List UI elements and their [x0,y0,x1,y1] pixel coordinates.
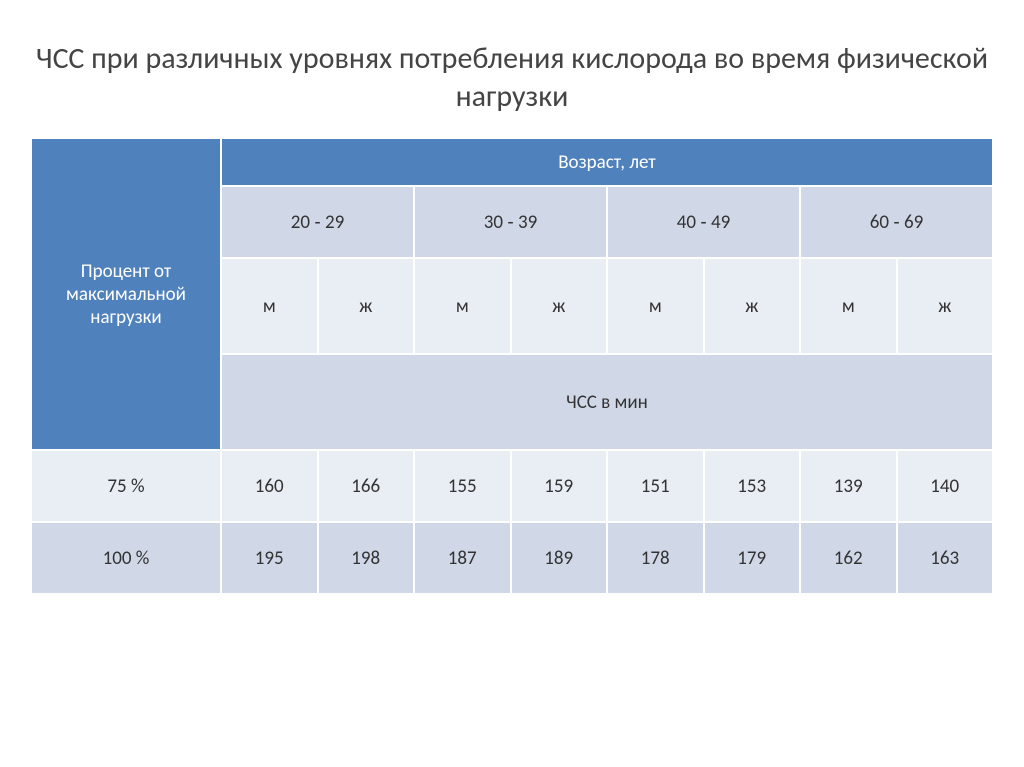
data-cell: 151 [607,450,704,522]
data-cell: 187 [414,522,511,594]
row-percent-label: 75 % [31,450,221,522]
data-row: 100 % 195 198 187 189 178 179 162 163 [31,522,993,594]
data-cell: 159 [511,450,608,522]
row-header-label: Процент от максимальной нагрузки [31,138,221,450]
gender-cell-f: ж [897,258,994,354]
data-cell: 155 [414,450,511,522]
gender-cell-f: ж [511,258,608,354]
data-cell: 153 [704,450,801,522]
data-cell: 178 [607,522,704,594]
data-cell: 195 [221,522,318,594]
data-cell: 198 [318,522,415,594]
age-group-cell: 30 ‑ 39 [414,186,607,258]
data-row: 75 % 160 166 155 159 151 153 139 140 [31,450,993,522]
unit-label: ЧСС в мин [221,354,993,450]
row-percent-label: 100 % [31,522,221,594]
data-cell: 163 [897,522,994,594]
data-cell: 166 [318,450,415,522]
gender-cell-f: ж [704,258,801,354]
data-cell: 162 [800,522,897,594]
age-group-cell: 60 ‑ 69 [800,186,993,258]
age-group-cell: 20 ‑ 29 [221,186,414,258]
data-cell: 179 [704,522,801,594]
gender-cell-f: ж [318,258,415,354]
col-group-label: Возраст, лет [221,138,993,186]
data-cell: 140 [897,450,994,522]
page-title: ЧСС при различных уровнях потребления ки… [30,40,994,115]
age-group-cell: 40 ‑ 49 [607,186,800,258]
data-cell: 139 [800,450,897,522]
data-cell: 189 [511,522,608,594]
gender-cell-m: м [800,258,897,354]
gender-cell-m: м [414,258,511,354]
gender-cell-m: м [607,258,704,354]
heart-rate-table: Процент от максимальной нагрузки Возраст… [30,137,994,595]
gender-cell-m: м [221,258,318,354]
data-cell: 160 [221,450,318,522]
